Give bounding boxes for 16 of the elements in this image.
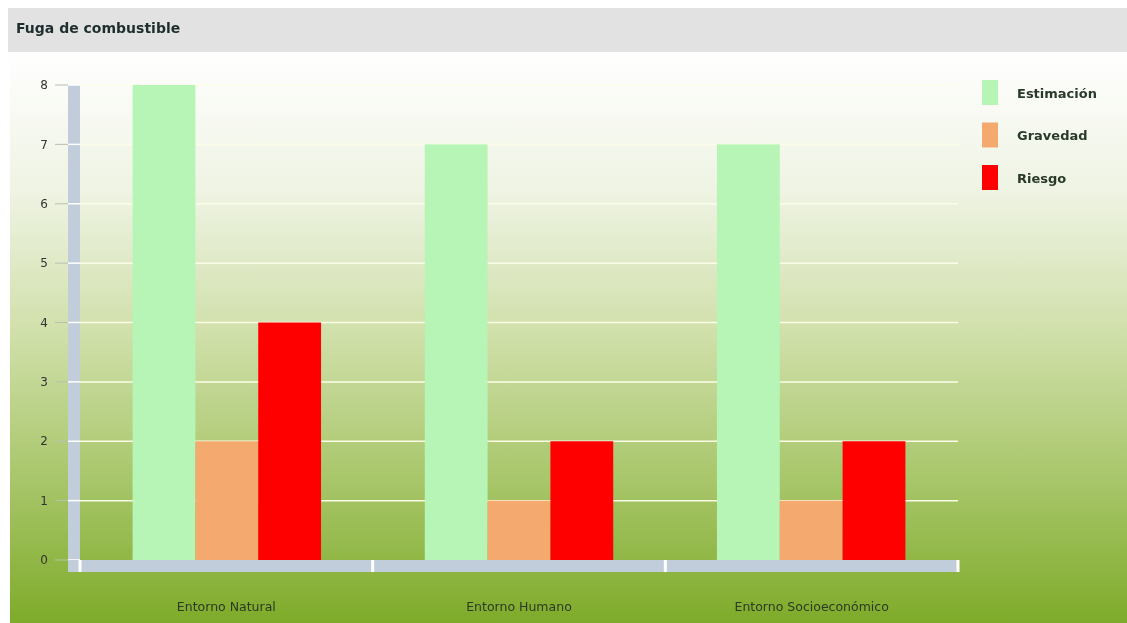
y-tick-label: 7 xyxy=(40,137,48,152)
y-tick-label: 2 xyxy=(40,434,48,449)
x-tick-label: Entorno Humano xyxy=(466,599,572,614)
x-tick-label: Entorno Natural xyxy=(176,599,276,614)
y-tick-label: 1 xyxy=(40,493,48,508)
legend-label: Riesgo xyxy=(1017,170,1067,186)
y-tick-label: 5 xyxy=(40,256,48,271)
legend-label: Gravedad xyxy=(1017,128,1088,144)
x-tick-label: Entorno Socioeconómico xyxy=(734,599,889,614)
y-tick-label: 4 xyxy=(40,315,48,330)
y-tick-label: 8 xyxy=(40,78,48,93)
y-tick-label: 6 xyxy=(40,196,48,211)
chart-title: Fuga de combustible xyxy=(16,20,181,36)
legend-label: Estimación xyxy=(1017,85,1097,101)
y-tick-label: 3 xyxy=(40,375,48,390)
y-tick-label: 0 xyxy=(40,553,48,568)
